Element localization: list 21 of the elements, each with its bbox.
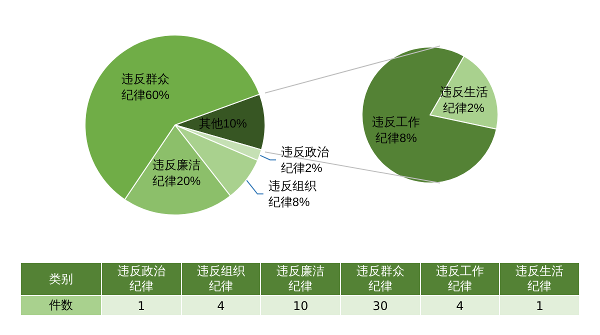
- slice-label: 违反生活纪律2%: [440, 84, 488, 115]
- data-label: 1: [102, 296, 182, 316]
- category-label: 违反工作纪律: [436, 264, 484, 294]
- slice-label: 违反群众纪律60%: [121, 72, 170, 102]
- slice-label: 违反组织纪律8%: [268, 178, 316, 209]
- text: 类别: [20, 262, 102, 296]
- slice-label: 违反廉洁纪律20%: [152, 158, 202, 188]
- data-label: 10: [260, 296, 340, 316]
- slice-label: 违反政治纪律2%: [281, 144, 330, 175]
- category-label: 违反生活纪律: [516, 264, 564, 294]
- slice-label: 违反工作纪律8%: [372, 115, 420, 146]
- data-label: 4: [420, 296, 500, 316]
- data-label: 30: [340, 296, 420, 316]
- category-label: 违反群众纪律: [356, 264, 404, 294]
- slice-label: 其他10%: [198, 116, 248, 130]
- data-label: 4: [181, 296, 261, 316]
- category-label: 违反廉洁纪律: [276, 264, 325, 294]
- data-label: 1: [500, 296, 580, 316]
- category-label: 违反组织纪律: [196, 264, 245, 294]
- text: 件数: [20, 296, 102, 316]
- category-label: 违反政治纪律: [117, 264, 166, 294]
